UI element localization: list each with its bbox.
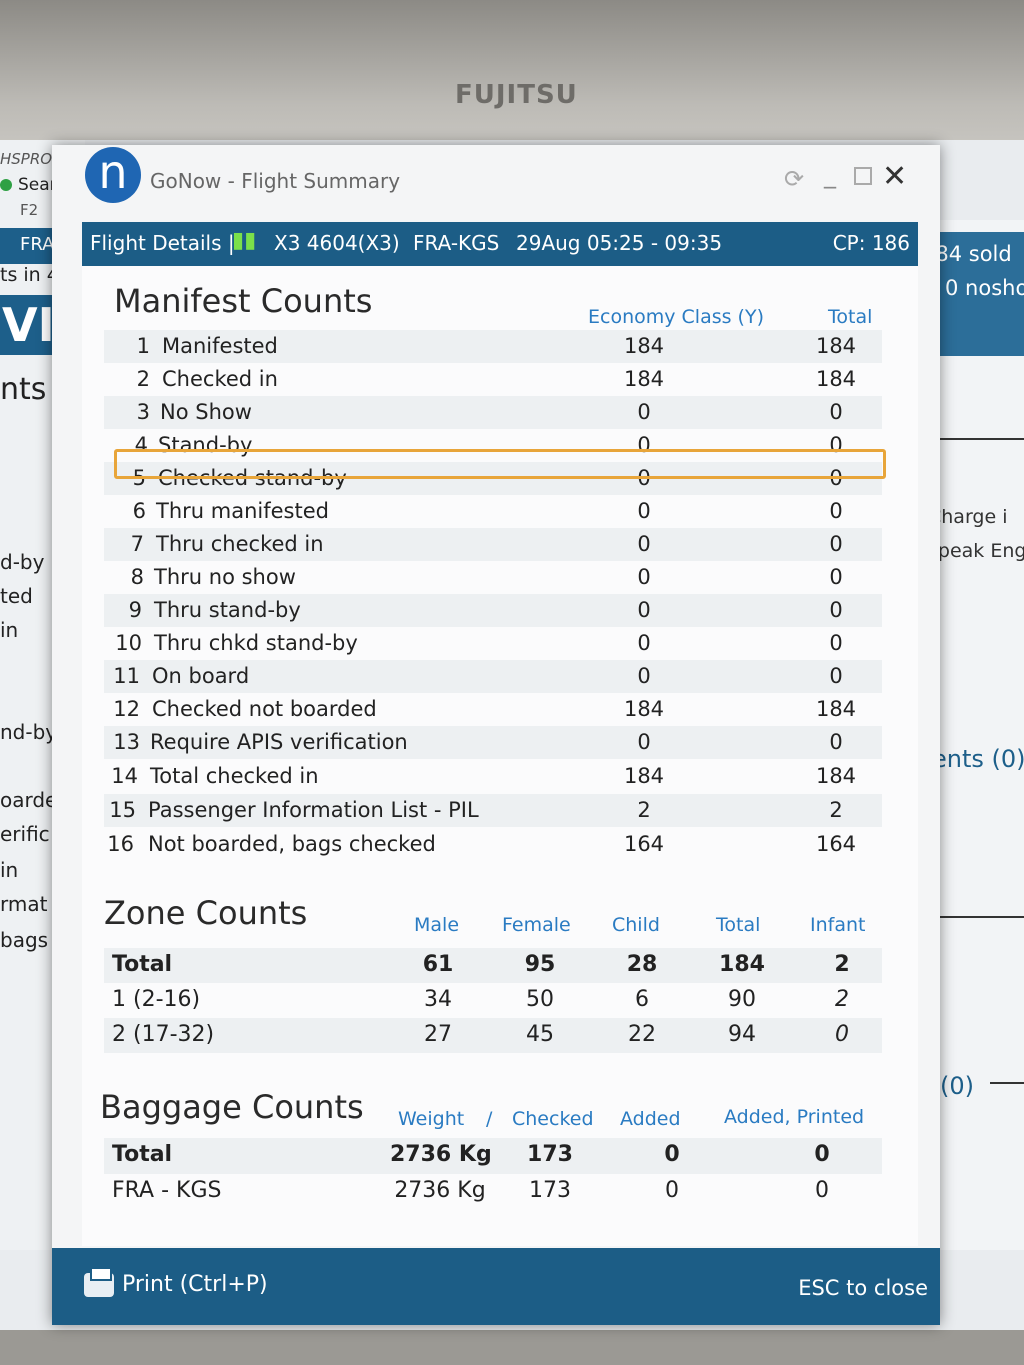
manifest-row[interactable]: 2 Checked in 184 184 (136, 367, 857, 391)
manifest-row[interactable]: 10 Thru chkd stand-by 0 0 (115, 631, 843, 655)
divider (940, 916, 1024, 918)
gonow-logo-icon: n (85, 147, 141, 203)
manifest-row[interactable]: 1 Manifested 184 184 (104, 330, 882, 363)
manifest-total-header: Total (828, 306, 873, 328)
flight-details-label: Flight Details | (90, 231, 235, 255)
print-label: Print (Ctrl+P) (122, 1272, 268, 1297)
zone-header-female: Female (502, 914, 571, 936)
baggage-header-weight: Weight (398, 1108, 465, 1130)
dialog-footer: Print (Ctrl+P) ESC to close (52, 1248, 940, 1325)
flight-details-bar: Flight Details | ▮▮ X3 4604(X3) FRA-KGS … (82, 222, 918, 266)
status-dot-icon (0, 179, 12, 191)
window-title: GoNow - Flight Summary (150, 169, 401, 193)
baggage-row[interactable]: FRA - KGS 2736 Kg 173 0 0 (112, 1178, 829, 1203)
manifest-row[interactable]: 16 Not boarded, bags checked 164 164 (107, 832, 857, 856)
background-comments-link[interactable]: ents (0) (932, 745, 1024, 773)
baggage-header-added-printed: Added, Printed (724, 1106, 865, 1128)
background-side-label: ted (0, 584, 33, 608)
selected-row-highlight (114, 449, 886, 479)
zone-header-total: Total (716, 914, 761, 936)
manifest-row[interactable]: 11 On board 0 0 (104, 660, 882, 693)
manifest-row[interactable]: 13 Require APIS verification 0 0 (104, 726, 882, 759)
background-charge-text: Charge i (928, 506, 1008, 528)
background-side-label: bags ( (0, 928, 63, 952)
close-button[interactable]: ✕ (882, 159, 908, 194)
background-side-label: rmat (0, 892, 48, 916)
background-side-label: erific (0, 822, 50, 846)
monitor-bottom-bezel (0, 1330, 1024, 1365)
manifest-row[interactable]: 14 Total checked in 184 184 (111, 764, 857, 788)
manifest-counts-title: Manifest Counts (114, 282, 373, 320)
cp-count: CP: 186 (832, 231, 910, 255)
flight-summary-dialog: n GoNow - Flight Summary ⟳ _ ✕ Flight De… (52, 145, 940, 1325)
dialog-titlebar: n GoNow - Flight Summary ⟳ _ ✕ (52, 145, 940, 219)
divider (928, 438, 1024, 440)
baggage-counts-title: Baggage Counts (100, 1088, 364, 1126)
refresh-icon[interactable]: ⟳ (784, 165, 805, 193)
background-side-label: in (0, 618, 19, 642)
background-zero-link[interactable]: (0) (940, 1072, 974, 1100)
manifest-row[interactable]: 9 Thru stand-by 0 0 (104, 594, 882, 627)
flight-number: X3 4604(X3) (274, 231, 400, 255)
background-search-shortcut: F2 (20, 201, 39, 219)
background-side-label: in (0, 858, 19, 882)
flight-time: 29Aug 05:25 - 09:35 (516, 231, 723, 255)
background-speak-text: speak Eng (928, 540, 1024, 562)
background-side-label: oarde (0, 788, 58, 812)
manifest-row[interactable]: 6 Thru manifested 0 0 (132, 499, 843, 523)
summary-content: Manifest Counts Economy Class (Y) Total … (82, 266, 918, 1246)
zone-header-male: Male (414, 914, 460, 936)
manifest-row[interactable]: 15 Passenger Information List - PIL 2 2 (104, 794, 882, 827)
manifest-row[interactable]: 7 Thru checked in 0 0 (104, 528, 882, 561)
zone-row[interactable]: 2 (17-32) 27 45 22 94 0 (104, 1018, 882, 1053)
zone-row[interactable]: Total 61 95 28 184 2 (104, 948, 882, 983)
minimize-button[interactable]: _ (824, 161, 836, 189)
divider (990, 1082, 1024, 1084)
baggage-header-added: Added (620, 1108, 681, 1130)
zone-header-child: Child (612, 914, 660, 936)
zone-counts-title: Zone Counts (104, 894, 308, 932)
manifest-row[interactable]: 3 No Show 0 0 (104, 396, 882, 429)
printer-icon (84, 1267, 114, 1297)
zone-row[interactable]: 1 (2-16) 34 50 6 90 2 (112, 987, 849, 1012)
zone-header-infant: Infant (810, 914, 866, 936)
monitor-bezel: FUJITSU (0, 0, 1024, 150)
baggage-header-checked: Checked (512, 1108, 594, 1130)
esc-close-hint: ESC to close (798, 1276, 928, 1300)
boarding-status-icon: ▮▮ (232, 228, 257, 253)
background-counts-heading: nts (0, 372, 47, 407)
baggage-row[interactable]: Total 2736 Kg 173 0 0 (104, 1138, 882, 1174)
economy-class-header: Economy Class (Y) (588, 306, 764, 328)
print-button[interactable]: Print (Ctrl+P) (74, 1264, 278, 1308)
manifest-row[interactable]: 12 Checked not boarded 184 184 (113, 697, 857, 721)
baggage-header-separator: / (486, 1108, 493, 1130)
background-side-label: d-by (0, 550, 45, 574)
manifest-row[interactable]: 4 Stand-by 0 0 (134, 433, 843, 457)
monitor-brand-logo: FUJITSU (455, 80, 578, 110)
manifest-row[interactable]: 8 Thru no show 0 0 (130, 565, 843, 589)
background-noshow-count: 0 nosho (945, 276, 1024, 300)
maximize-button[interactable] (854, 167, 872, 185)
flight-route: FRA-KGS (413, 231, 500, 255)
background-side-label: nd-by (0, 720, 58, 744)
